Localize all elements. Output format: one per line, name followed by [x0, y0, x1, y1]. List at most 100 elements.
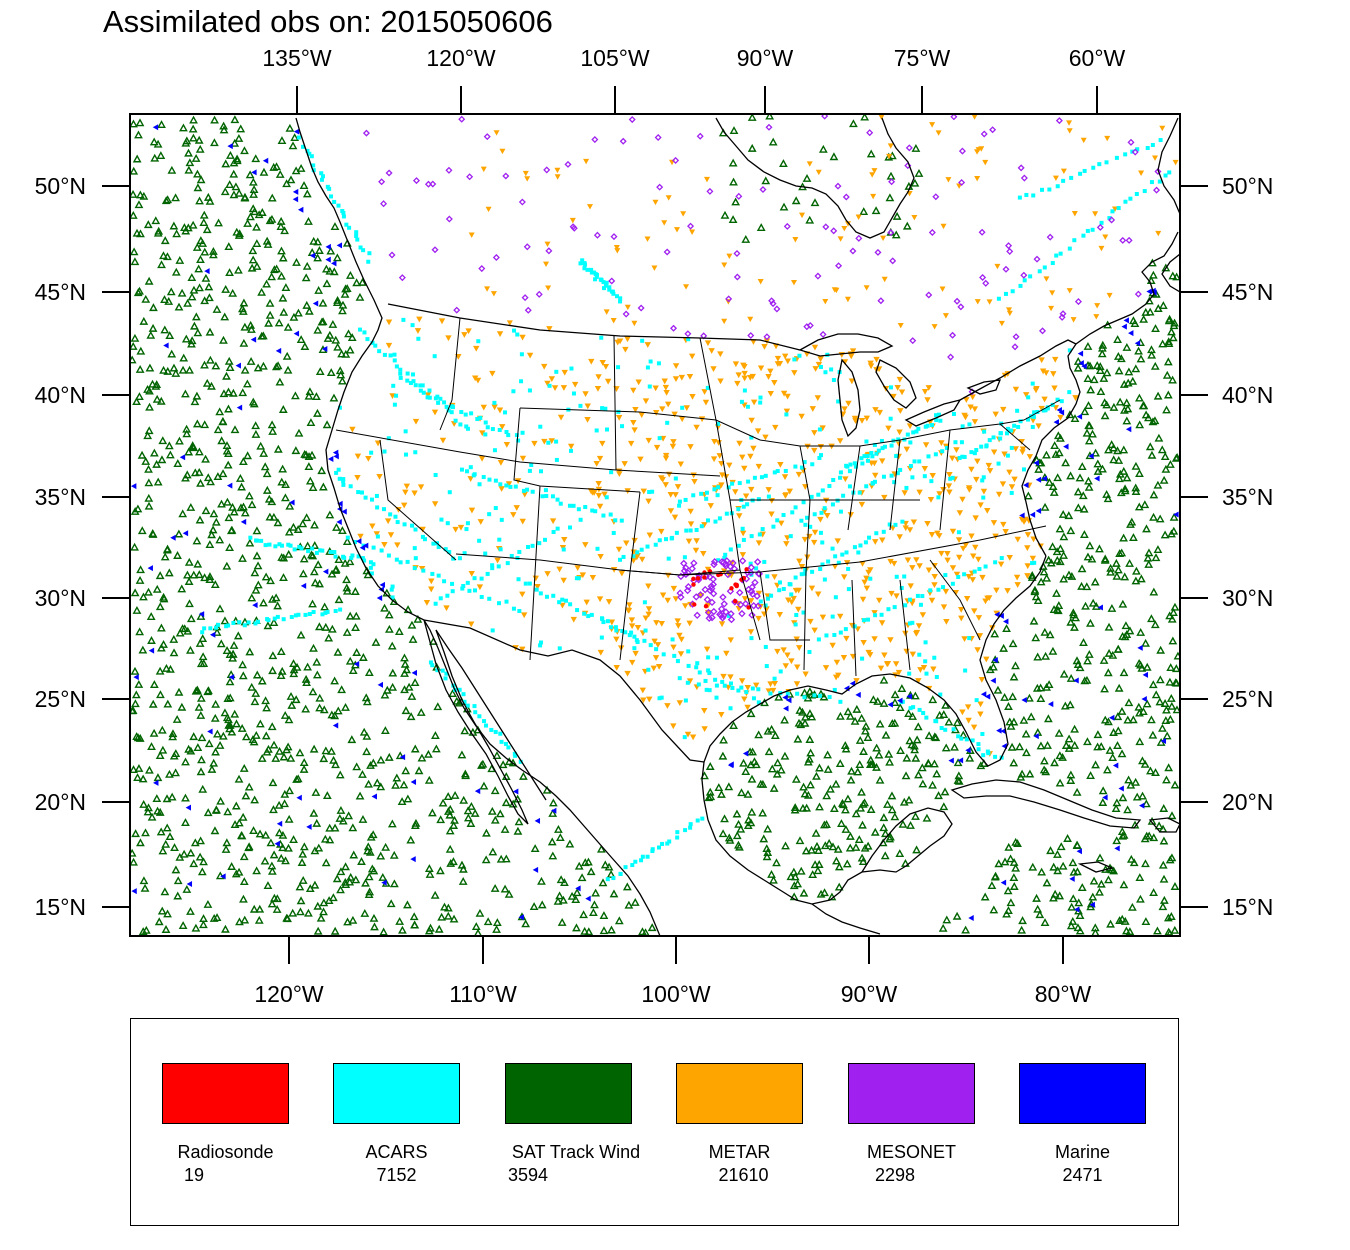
metar-marker	[1006, 310, 1013, 317]
sat-wind-marker	[767, 869, 776, 878]
acars-marker	[699, 491, 704, 496]
acars-marker	[432, 354, 437, 359]
sat-wind-marker	[189, 133, 198, 142]
sat-wind-marker	[1077, 883, 1087, 891]
sat-wind-marker	[863, 841, 873, 850]
sat-wind-marker	[1125, 558, 1134, 567]
sat-wind-marker	[931, 733, 941, 742]
metar-marker	[521, 491, 528, 498]
marine-marker	[411, 669, 418, 676]
sat-wind-marker	[794, 718, 804, 727]
metar-marker	[387, 532, 395, 539]
metar-marker	[1112, 206, 1119, 212]
metar-marker	[893, 593, 900, 600]
metar-marker	[431, 501, 439, 508]
acars-marker	[468, 465, 473, 470]
sat-wind-marker	[330, 676, 340, 685]
acars-marker	[398, 375, 403, 380]
sat-wind-marker	[212, 913, 222, 922]
sat-wind-marker	[1093, 459, 1103, 468]
acars-marker	[1050, 402, 1055, 407]
acars-marker	[306, 549, 311, 554]
metar-marker	[924, 397, 931, 404]
acars-marker	[390, 584, 395, 589]
acars-marker	[619, 518, 624, 523]
sat-wind-marker	[197, 867, 207, 876]
sat-wind-marker	[1103, 494, 1113, 503]
acars-marker	[487, 512, 492, 517]
sat-wind-marker	[337, 349, 347, 358]
sat-wind-marker	[135, 627, 145, 636]
metar-marker	[659, 592, 667, 599]
metar-marker	[945, 483, 953, 490]
acars-marker	[1099, 220, 1104, 225]
mesonet-marker	[398, 274, 406, 282]
sat-wind-marker	[265, 216, 275, 225]
sat-wind-marker	[179, 353, 189, 362]
acars-marker	[589, 612, 594, 617]
acars-marker	[578, 517, 583, 522]
sat-wind-marker	[1109, 443, 1118, 452]
acars-marker	[438, 596, 443, 601]
acars-marker	[517, 549, 522, 554]
sat-wind-marker	[407, 620, 417, 629]
acars-marker	[554, 369, 559, 374]
sat-wind-marker	[323, 334, 333, 342]
sat-wind-marker	[449, 914, 459, 923]
acars-marker	[1047, 187, 1052, 192]
sat-wind-marker	[732, 809, 742, 818]
sat-wind-marker	[364, 779, 373, 788]
acars-marker	[362, 558, 367, 563]
metar-marker	[777, 462, 784, 468]
acars-marker	[740, 526, 745, 531]
sat-wind-marker	[159, 639, 168, 648]
acars-marker	[208, 626, 213, 631]
acars-marker	[402, 522, 407, 527]
metar-marker	[963, 596, 971, 602]
metar-marker	[965, 574, 973, 580]
metar-marker	[761, 344, 768, 350]
metar-marker	[610, 566, 618, 573]
acars-marker	[925, 423, 930, 428]
metar-marker	[778, 520, 785, 527]
metar-marker	[965, 717, 972, 724]
observation-markers	[130, 114, 1180, 936]
mesonet-marker	[445, 166, 453, 174]
metar-marker	[963, 397, 970, 403]
sat-wind-marker	[384, 624, 394, 633]
sat-wind-marker	[728, 158, 738, 167]
marine-marker	[185, 804, 192, 811]
sat-wind-marker	[286, 692, 296, 700]
sat-wind-marker	[295, 748, 305, 757]
metar-marker	[965, 485, 973, 491]
acars-marker	[924, 715, 929, 720]
metar-marker	[1018, 438, 1025, 445]
acars-marker	[957, 455, 962, 460]
metar-marker	[1092, 211, 1099, 217]
acars-marker	[632, 646, 637, 651]
acars-marker	[643, 628, 648, 633]
sat-wind-marker	[1025, 769, 1035, 778]
sat-wind-marker	[394, 627, 404, 635]
acars-marker	[1078, 171, 1083, 176]
metar-marker	[678, 636, 685, 643]
metar-marker	[958, 615, 965, 622]
sat-wind-marker	[211, 747, 220, 756]
sat-wind-marker	[170, 843, 179, 852]
sat-wind-marker	[1059, 532, 1069, 541]
mesonet-marker	[670, 324, 678, 332]
mesonet-marker	[909, 337, 917, 345]
acars-marker	[642, 638, 647, 643]
sat-wind-marker	[304, 908, 313, 917]
sat-wind-marker	[399, 780, 409, 789]
sat-wind-marker	[1154, 821, 1164, 830]
sat-wind-marker	[223, 460, 233, 469]
acars-marker	[1043, 408, 1048, 413]
metar-marker	[593, 460, 600, 467]
sat-wind-marker	[1147, 350, 1157, 359]
metar-marker	[687, 444, 694, 450]
sat-wind-marker	[362, 697, 372, 706]
metar-marker	[744, 685, 751, 691]
acars-marker	[951, 727, 956, 732]
metar-marker	[962, 542, 969, 549]
